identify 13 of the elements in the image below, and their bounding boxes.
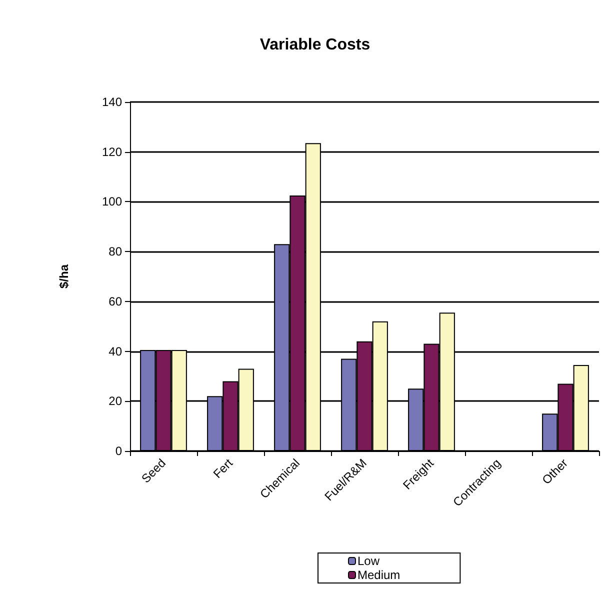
y-axis-title: $/ha <box>57 264 71 289</box>
y-tick-label: 80 <box>108 244 122 259</box>
y-tick-label: 140 <box>102 95 122 109</box>
y-tick-label: 120 <box>102 144 122 159</box>
y-tick-label: 100 <box>102 194 122 209</box>
y-tick-label: 40 <box>108 344 122 358</box>
legend-label: Medium <box>358 568 400 582</box>
y-tick-label: 60 <box>108 294 122 308</box>
chart-title: Variable Costs <box>260 36 370 54</box>
y-tick-label: 0 <box>115 444 122 458</box>
y-tick-label: 20 <box>108 394 122 408</box>
legend-label: Low <box>358 554 380 568</box>
x-tick-label: Fert <box>210 456 236 482</box>
